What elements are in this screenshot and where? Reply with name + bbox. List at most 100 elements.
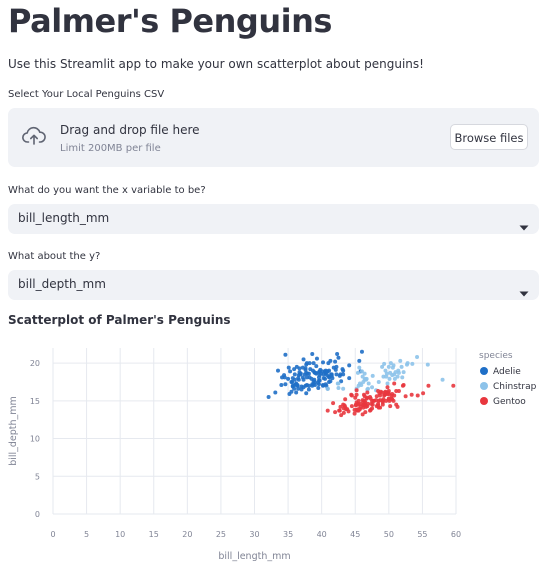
data-point — [292, 372, 297, 377]
data-point — [359, 382, 364, 387]
data-point — [329, 372, 334, 377]
data-point — [410, 361, 415, 366]
data-point — [374, 394, 379, 399]
data-point — [303, 366, 308, 371]
chevron-down-icon[interactable] — [519, 216, 529, 235]
data-point — [360, 412, 365, 417]
chart-grid — [52, 348, 457, 515]
series-gentoo — [325, 381, 456, 418]
data-point — [333, 367, 338, 372]
x-axis-label: bill_length_mm — [218, 551, 290, 562]
data-point — [376, 401, 381, 406]
data-point — [331, 401, 336, 406]
data-point — [366, 386, 371, 391]
data-point — [333, 410, 338, 415]
data-point — [283, 382, 288, 387]
y-tick-label: 20 — [30, 359, 40, 368]
data-point — [292, 367, 297, 372]
y-variable-select[interactable]: bill_depth_mm — [8, 270, 539, 300]
data-point — [307, 361, 312, 366]
data-point — [386, 364, 391, 369]
y-select-label: What about the y? — [8, 251, 101, 262]
x-tick-label: 50 — [384, 530, 394, 539]
data-point — [296, 377, 301, 382]
data-point — [301, 357, 306, 362]
data-point — [292, 386, 297, 391]
data-point — [283, 352, 288, 357]
data-point — [362, 371, 367, 376]
x-tick-label: 40 — [317, 530, 327, 539]
data-point — [266, 395, 271, 400]
x-tick-label: 35 — [283, 530, 293, 539]
data-point — [312, 382, 317, 387]
x-select-value: bill_length_mm — [18, 211, 110, 225]
data-point — [311, 361, 316, 366]
data-point — [382, 361, 387, 366]
data-point — [385, 381, 390, 386]
data-point — [306, 383, 311, 388]
data-point — [292, 377, 297, 382]
data-point — [370, 406, 375, 411]
chart-title: Scatterplot of Palmer's Penguins — [8, 313, 231, 327]
x-tick-label: 45 — [350, 530, 360, 539]
x-tick-label: 25 — [216, 530, 226, 539]
file-dropzone[interactable]: Drag and drop file here Limit 200MB per … — [8, 108, 539, 167]
y-tick-label: 10 — [30, 435, 40, 444]
dropzone-instruction: Drag and drop file here — [60, 123, 200, 137]
data-point — [310, 352, 315, 357]
data-point — [343, 397, 348, 402]
x-tick-label: 30 — [249, 530, 259, 539]
data-point — [398, 358, 403, 363]
data-point — [323, 376, 328, 381]
data-point — [400, 375, 405, 380]
data-point — [387, 376, 392, 381]
data-point — [314, 364, 319, 369]
data-point — [327, 368, 332, 373]
data-point — [295, 382, 300, 387]
data-point — [391, 398, 396, 403]
data-point — [347, 363, 352, 368]
data-point — [341, 372, 346, 377]
data-point — [409, 392, 414, 397]
data-point — [392, 393, 397, 398]
data-point — [335, 352, 340, 357]
series-chinstrap — [325, 355, 445, 393]
data-point — [341, 410, 346, 415]
x-variable-select[interactable]: bill_length_mm — [8, 204, 539, 234]
data-point — [354, 388, 359, 393]
data-point — [353, 395, 358, 400]
data-point — [391, 363, 396, 368]
data-point — [355, 370, 360, 375]
y-tick-label: 0 — [35, 510, 40, 519]
y-tick-label: 5 — [35, 472, 40, 481]
data-point — [297, 366, 302, 371]
data-point — [338, 404, 343, 409]
data-point — [451, 383, 456, 388]
data-point — [337, 408, 342, 413]
data-point — [378, 393, 383, 398]
data-point — [282, 375, 287, 380]
chevron-down-icon[interactable] — [519, 282, 529, 301]
data-point — [328, 379, 333, 384]
data-point — [333, 359, 338, 364]
data-point — [339, 413, 344, 418]
data-point — [354, 392, 359, 397]
data-point — [395, 404, 400, 409]
data-point — [324, 383, 329, 388]
x-tick-label: 20 — [182, 530, 192, 539]
data-point — [325, 386, 330, 391]
data-point — [316, 382, 321, 387]
data-point — [296, 386, 301, 391]
chart-legend: species Adelie Chinstrap Gentoo — [479, 351, 537, 407]
data-point — [328, 358, 333, 363]
series-adelie — [266, 349, 364, 400]
data-point — [392, 381, 397, 386]
legend-label: Chinstrap — [493, 382, 537, 392]
data-point — [339, 379, 344, 384]
data-point — [336, 355, 341, 360]
browse-files-button[interactable]: Browse files — [450, 124, 528, 150]
legend-label: Gentoo — [493, 397, 526, 407]
data-point — [363, 410, 368, 415]
data-point — [276, 368, 281, 373]
data-point — [316, 385, 321, 390]
